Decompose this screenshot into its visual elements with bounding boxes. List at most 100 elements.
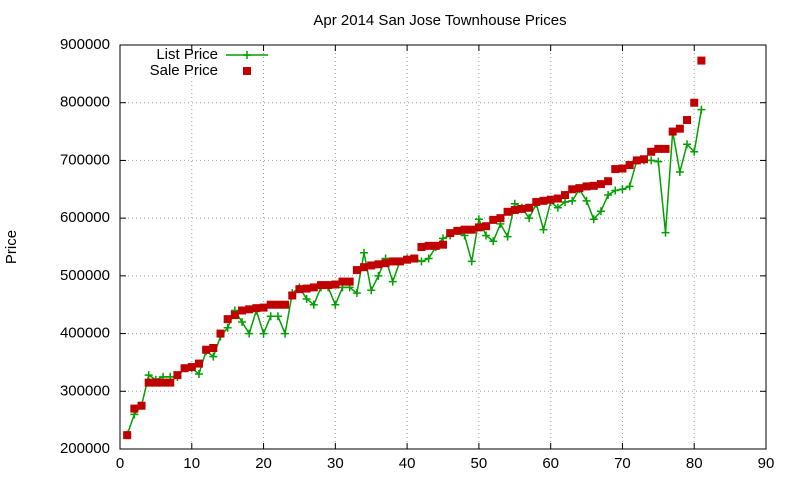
data-point: [431, 241, 440, 250]
data-point: [309, 300, 318, 309]
data-point: [661, 144, 670, 153]
data-point: [324, 281, 333, 290]
data-point: [424, 254, 433, 263]
data-point: [130, 404, 139, 413]
data-point: [417, 257, 426, 266]
data-point: [281, 300, 290, 309]
x-tick-label: 10: [183, 455, 200, 472]
data-point: [273, 312, 282, 321]
data-point: [159, 378, 168, 387]
data-point: [517, 204, 526, 213]
data-point: [460, 225, 469, 234]
data-point: [194, 359, 203, 368]
data-point: [194, 369, 203, 378]
data-point: [539, 196, 548, 205]
data-point: [639, 155, 648, 164]
data-point: [216, 329, 225, 338]
data-point: [575, 184, 584, 193]
data-point: [273, 300, 282, 309]
data-point: [690, 147, 699, 156]
data-point: [675, 167, 684, 176]
data-point: [360, 248, 369, 257]
y-tick-label: 600000: [60, 209, 110, 226]
data-point: [144, 378, 153, 387]
data-point: [302, 294, 311, 303]
data-point: [352, 266, 361, 275]
chart-title: Apr 2014 San Jose Townhouse Prices: [313, 12, 566, 29]
data-point: [618, 185, 627, 194]
data-point: [625, 182, 634, 191]
series-line: [126, 109, 703, 435]
data-point: [647, 147, 656, 156]
data-point: [223, 323, 232, 332]
data-point: [553, 194, 562, 203]
data-point: [474, 223, 483, 232]
data-point: [439, 240, 447, 249]
data-point: [568, 196, 577, 205]
data-point: [611, 165, 620, 174]
data-point: [596, 180, 605, 189]
data-point: [467, 257, 476, 266]
data-point: [589, 215, 598, 224]
data-point: [173, 371, 182, 380]
data-point: [395, 257, 404, 266]
data-point: [281, 329, 290, 338]
data-point: [381, 259, 390, 268]
data-point: [417, 243, 426, 251]
data-point: [209, 352, 218, 361]
data-point: [403, 255, 412, 264]
data-point: [604, 191, 613, 200]
data-point: [180, 364, 189, 373]
data-point: [259, 303, 268, 312]
x-tick-label: 40: [399, 455, 416, 472]
x-tick-label: 60: [542, 455, 559, 472]
data-point: [647, 156, 656, 165]
data-point: [697, 56, 706, 65]
data-point: [467, 225, 476, 234]
data-point: [345, 277, 354, 286]
x-tick-label: 90: [758, 455, 775, 472]
data-point: [561, 191, 570, 200]
data-point: [589, 181, 598, 190]
data-point: [525, 203, 534, 212]
x-tick-label: 70: [614, 455, 631, 472]
data-point: [123, 431, 132, 440]
data-point: [668, 127, 677, 136]
data-point: [230, 311, 239, 320]
legend-label: List Price: [156, 46, 218, 63]
data-point: [367, 286, 376, 295]
data-point: [582, 196, 591, 205]
data-point: [151, 378, 160, 387]
data-point: [561, 197, 570, 206]
data-point: [683, 140, 692, 149]
data-point: [238, 306, 247, 315]
data-point: [604, 177, 613, 186]
data-point: [618, 164, 627, 173]
x-tick-label: 20: [255, 455, 272, 472]
data-point: [596, 207, 605, 216]
data-point: [474, 215, 483, 224]
data-point: [252, 304, 261, 313]
data-point: [144, 371, 153, 380]
y-axis-label: Price: [3, 230, 20, 264]
data-point: [295, 285, 304, 294]
legend-marker: [243, 67, 251, 75]
data-point: [238, 318, 247, 327]
x-tick-label: 0: [116, 455, 124, 472]
y-tick-label: 400000: [60, 325, 110, 342]
data-point: [539, 225, 548, 234]
data-point: [489, 237, 498, 246]
data-point: [374, 271, 383, 280]
data-point: [503, 207, 512, 216]
legend-marker: [243, 51, 251, 59]
data-point: [137, 401, 146, 410]
data-point: [388, 277, 397, 286]
y-tick-label: 200000: [60, 440, 110, 457]
data-point: [654, 157, 663, 166]
data-point: [553, 203, 562, 212]
data-point: [697, 105, 706, 114]
data-point: [166, 378, 175, 387]
data-point: [352, 289, 361, 298]
data-point: [331, 280, 340, 289]
